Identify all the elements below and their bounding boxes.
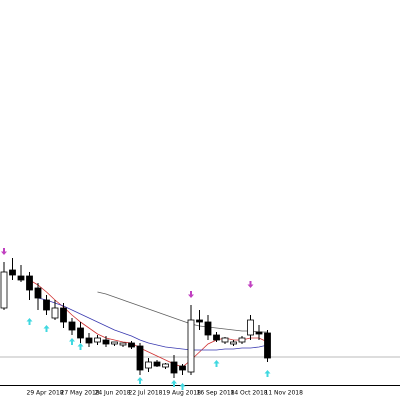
x-tick-label: 22 Jul 2018 [129,390,163,397]
moving-average [97,291,268,333]
candle-body [238,337,246,343]
candle-body [170,361,178,374]
candle-body [51,307,59,319]
candle-body [136,345,144,371]
candle-body [221,337,229,343]
candle-body [60,307,67,323]
candle-body [255,331,263,335]
candle-body [17,275,25,281]
moving-average [29,279,268,368]
up-arrow [77,343,84,350]
candle-body [94,337,101,343]
moving-average [37,297,268,351]
candle-body [43,299,50,311]
candle-body [111,341,118,345]
candle-body [77,327,84,339]
candle-body [9,269,16,276]
up-arrow [43,325,50,332]
candle-body [68,321,76,331]
candle-body [26,275,33,291]
down-arrow [1,248,7,255]
candle-body [119,342,127,346]
candle-body [179,365,186,371]
candle-body [153,361,161,367]
x-tick-label: 11 Nov 2018 [265,390,304,397]
up-arrow [26,318,33,325]
candle-body [230,341,237,345]
candle-body [162,363,169,368]
candle-body [187,319,195,373]
down-arrow [188,291,194,298]
candle-body [102,339,110,345]
up-arrow [171,380,177,387]
x-tick-label: 29 Apr 2018 [27,390,64,397]
up-arrow [69,338,75,345]
candle-body [196,319,203,323]
x-tick-label: 27 May 2018 [61,390,100,397]
candle-body [264,332,271,359]
x-tick-label: 19 Aug 2018 [163,390,202,397]
up-arrow [264,370,271,377]
candle-body [0,271,8,309]
up-arrow [213,360,220,367]
candle-body [204,321,212,336]
up-arrow [137,377,143,384]
candle-body [34,287,42,299]
candle-body [145,361,152,369]
x-tick-label: 24 Jun 2018 [95,390,131,397]
x-tick-label: 14 Oct 2018 [231,390,268,397]
candle-body [128,342,135,348]
candle-body [85,337,93,344]
x-tick-label: 16 Sep 2018 [197,390,235,397]
up-arrow [179,383,186,390]
candle-body [247,319,254,336]
candle-body [213,334,220,341]
down-arrow [247,281,254,288]
